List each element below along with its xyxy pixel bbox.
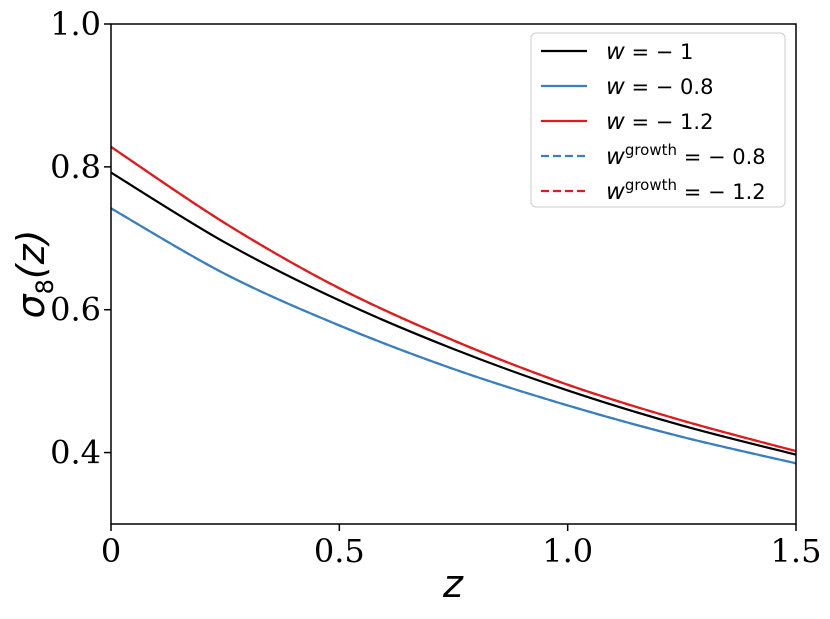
series-lines — [110, 145, 797, 465]
legend-entry: wgrowth = − 1.2 — [606, 176, 766, 205]
x-tick-label: 0.5 — [314, 532, 365, 570]
legend-entry: wgrowth = − 0.8 — [606, 141, 766, 170]
series-line-4 — [110, 207, 797, 465]
legend-entry: w = − 0.8 — [606, 74, 713, 100]
x-axis-label: z — [442, 562, 464, 606]
x-tick-label: 1.0 — [542, 532, 593, 570]
y-tick-label: 0.8 — [50, 148, 101, 186]
plot-frame — [110, 23, 797, 525]
y-axis-label-arg: (z) — [9, 230, 53, 280]
y-axis-label: σ8(z) — [9, 230, 59, 319]
y-tick-label: 1.0 — [50, 5, 101, 43]
x-tick-label: 1.5 — [771, 532, 822, 570]
series-line-5 — [110, 145, 797, 453]
y-axis-label-subscript: 8 — [31, 279, 59, 294]
legend-entry: w = − 1 — [606, 39, 693, 65]
x-tick-label: 0 — [101, 532, 121, 570]
y-axis-label-sigma: σ — [9, 292, 53, 318]
legend: w = − 1 w = − 0.8 w = − 1.2 wgrowth = − 0.8… — [530, 32, 786, 208]
y-tick-label: 0.6 — [50, 291, 101, 329]
y-axis: 0.4 0.6 0.8 1.0 — [50, 5, 111, 472]
legend-box — [530, 32, 786, 208]
series-line-1 — [110, 171, 797, 456]
y-tick-label: 0.4 — [50, 434, 101, 472]
legend-entry: w = − 1.2 — [606, 109, 713, 135]
x-axis: 0 0.5 1.0 1.5 — [101, 524, 822, 570]
